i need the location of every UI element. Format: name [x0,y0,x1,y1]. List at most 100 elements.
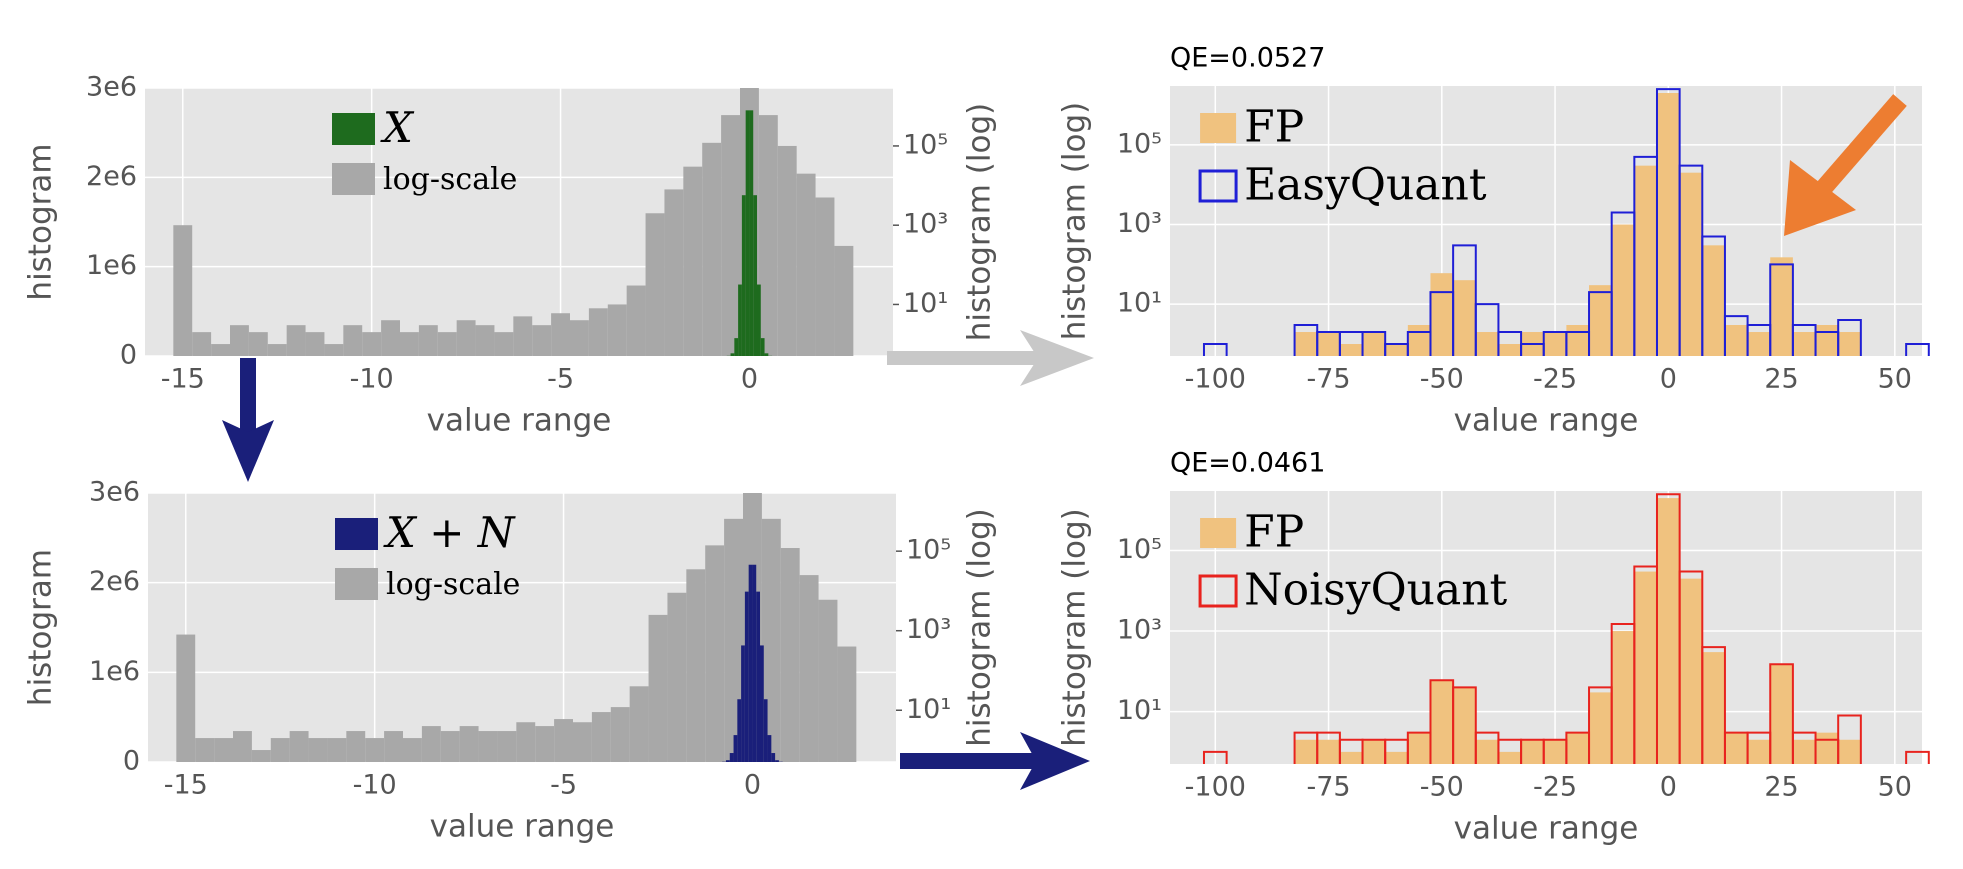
hist-bar [1680,173,1703,356]
x-tick-label: 0 [1660,772,1677,803]
hist-bar [554,719,573,762]
hist-bar [1725,733,1748,764]
hist-bar [570,320,589,356]
hist-bar [384,731,403,762]
legend-swatch [1200,518,1236,548]
hist-bar [1702,652,1725,764]
hist-bar [1634,166,1657,356]
hist-bar [667,593,686,762]
y-tick-label: 10⁵ [1117,128,1162,159]
hist-bar [761,338,765,356]
hist-bar [816,198,835,356]
hist-bar [646,213,665,356]
hist-bar [309,738,328,762]
hist-bar [252,750,271,762]
y-tick-label: 1e6 [89,656,140,687]
hist-bar [1340,752,1363,764]
hist-bar [494,332,513,356]
x-tick-label: -75 [1306,364,1350,395]
hist-bar [173,225,192,356]
y-tick-label: 2e6 [86,161,137,192]
hist-bar [419,325,438,356]
hist-bar [1566,325,1589,356]
legend-label: X + N [383,508,516,557]
y-tick-label: 3e6 [89,477,140,508]
hist-bar [1838,740,1861,764]
hist-bar [214,738,233,762]
hist-bar [362,332,381,356]
y-tick-label: 10¹ [1117,288,1162,319]
legend-swatch [332,113,375,145]
hist-bar [1363,740,1386,764]
hist-bar [702,143,721,356]
x-tick-label: -100 [1185,364,1246,395]
x-tick-label: -25 [1533,364,1577,395]
hist-bar [532,325,551,356]
y-tick-label: 1e6 [86,250,137,281]
hist-bar [1725,325,1748,356]
hist-bar [730,753,734,762]
hist-bar [819,600,838,762]
hist-bar [290,731,309,762]
hist-bar [1295,740,1318,764]
hist-bar [592,712,611,762]
hist-bar [726,760,730,762]
hist-bar [837,647,856,762]
hist-bar [268,344,287,356]
hist-bar [768,735,772,762]
hist-bar [630,686,649,762]
hist-bar [513,316,532,356]
y-tick-label: 10¹ [1117,695,1162,726]
hist-bar [753,195,757,356]
hist-bar [1453,687,1476,764]
y2-tick-label: 10⁵ [906,535,951,566]
hist-bar [346,731,365,762]
x-axis-label: value range [1454,403,1639,439]
x-tick-label: 0 [744,770,761,801]
x-tick-label: -5 [547,364,574,395]
legend-label: log-scale [386,567,520,602]
hist-bar [737,699,741,762]
hist-bar [438,332,457,356]
hist-bar [797,174,816,356]
hist-bar [1430,273,1453,356]
hist-bar [287,325,306,356]
hist-bar [1544,332,1567,356]
hist-bar [759,115,778,356]
hist-bar [1657,498,1680,764]
hist-bar [1340,344,1363,356]
hist-bar [1476,740,1499,764]
y-axis-label: histogram [23,549,59,706]
hist-bar [1702,245,1725,356]
legend-label: NoisyQuant [1244,565,1507,616]
x-tick-label: 25 [1764,772,1798,803]
hist-bar [1770,257,1793,356]
hist-bar [757,285,761,356]
hist-bar [664,189,683,356]
hist-bar [1816,733,1839,764]
x-tick-label: -25 [1533,772,1577,803]
hist-bar [1816,325,1839,356]
hist-bar [721,115,740,356]
y-tick-label: 0 [123,746,140,777]
hist-bar [1589,692,1612,764]
legend-swatch [332,163,375,195]
hist-bar [764,699,768,762]
x-tick-label: -100 [1185,772,1246,803]
hist-bar [756,592,760,762]
hist-bar [611,707,630,762]
hist-bar [731,353,735,356]
hist-bar [1453,280,1476,356]
hist-bar [1657,93,1680,356]
hist-bar [738,285,742,356]
hist-bar [800,575,819,762]
hist-bar [381,320,400,356]
x-tick-label: -15 [161,364,205,395]
hist-bar [1408,733,1431,764]
hist-bar [1385,344,1408,356]
y2-axis-label: histogram (log) [962,103,998,341]
hist-bar [1612,631,1635,764]
